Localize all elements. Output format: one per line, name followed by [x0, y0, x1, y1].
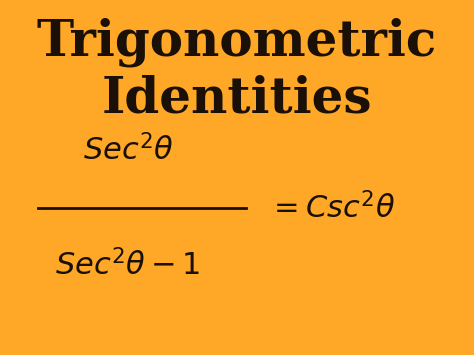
Text: Trigonometric: Trigonometric	[37, 18, 437, 67]
Text: $= \mathit{Csc}^{2}\theta$: $= \mathit{Csc}^{2}\theta$	[268, 191, 395, 224]
Text: Identities: Identities	[102, 75, 372, 124]
Text: $\mathit{Sec}^{2}\theta - 1$: $\mathit{Sec}^{2}\theta - 1$	[55, 248, 201, 281]
Text: $\mathit{Sec}^{2}\theta$: $\mathit{Sec}^{2}\theta$	[82, 134, 173, 167]
